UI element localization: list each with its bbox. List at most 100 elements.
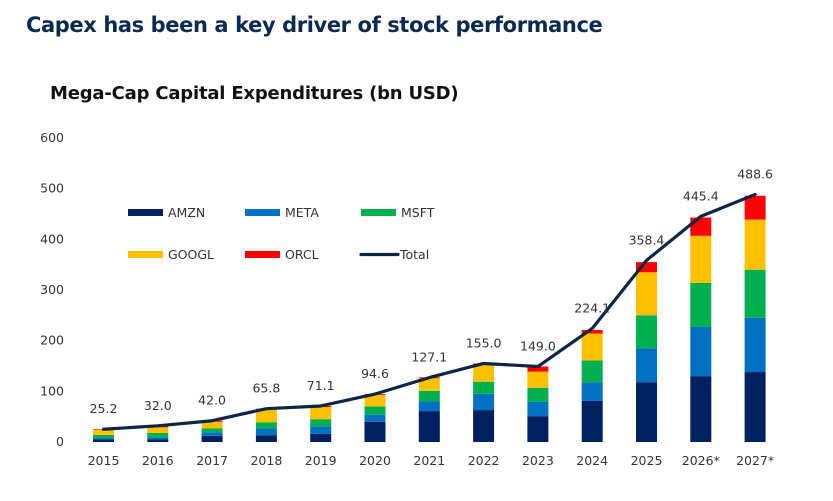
bar-googl-2016 (147, 427, 169, 433)
bar-msft-2023 (527, 387, 549, 402)
legend-item-meta: META (245, 205, 319, 220)
bar-googl-2027 (744, 219, 766, 270)
bar-amzn-2017 (201, 435, 223, 442)
data-label: 71.1 (307, 378, 335, 393)
legend-label: GOOGL (168, 247, 214, 262)
y-tick-label: 0 (56, 434, 64, 449)
bar-meta-2023 (527, 401, 549, 417)
bar-amzn-2024 (581, 400, 603, 442)
legend-item-googl: GOOGL (128, 247, 214, 262)
bar-msft-2019 (310, 419, 332, 427)
chart-title: Mega-Cap Capital Expenditures (bn USD) (50, 83, 459, 104)
bar-meta-2026 (690, 326, 712, 377)
y-tick-label: 600 (40, 130, 64, 145)
bar-amzn-2027 (744, 372, 766, 442)
x-tick-label: 2023 (522, 453, 554, 468)
x-tick-label: 2019 (305, 453, 337, 468)
data-label: 94.6 (361, 366, 389, 381)
x-tick-label: 2025 (631, 453, 663, 468)
legend-swatch (245, 209, 280, 216)
x-axis-ticks: 2015 2016 2017 2018 2019 2020 2021 2022 2023 2024… (88, 453, 775, 468)
bar-msft-2026 (690, 282, 712, 327)
bar-meta-2022 (473, 393, 495, 411)
bar-msft-2027 (744, 269, 766, 318)
x-tick-label: 2026* (682, 453, 720, 468)
y-tick-label: 400 (40, 231, 64, 246)
bar-amzn-2021 (418, 411, 440, 442)
legend-item-amzn: AMZN (128, 205, 205, 220)
legend-swatch (245, 251, 280, 258)
bar-orcl-2025 (636, 262, 657, 273)
bar-msft-2018 (255, 422, 277, 429)
bar-amzn-2018 (255, 435, 277, 442)
x-tick-label: 2027* (736, 453, 774, 468)
y-tick-label: 500 (40, 181, 64, 196)
x-tick-label: 2016 (142, 453, 174, 468)
bar-msft-2022 (473, 381, 495, 394)
bar-meta-2017 (201, 432, 223, 436)
y-tick-label: 300 (40, 282, 64, 297)
data-label: 25.2 (90, 401, 118, 416)
bar-msft-2016 (147, 432, 169, 438)
bar-msft-2025 (636, 315, 657, 349)
legend-swatch (361, 209, 396, 216)
bar-orcl-2027 (744, 195, 766, 220)
y-tick-label: 200 (40, 333, 64, 348)
bar-msft-2024 (581, 360, 603, 383)
x-tick-label: 2020 (359, 453, 391, 468)
data-label: 32.0 (144, 398, 172, 413)
bar-meta-2019 (310, 426, 332, 434)
legend-label: META (285, 205, 319, 220)
stacked-bars (93, 195, 766, 442)
x-tick-label: 2022 (468, 453, 500, 468)
bar-googl-2023 (527, 371, 549, 388)
page-headline: Capex has been a key driver of stock per… (26, 13, 603, 37)
y-tick-label: 100 (40, 383, 64, 398)
legend-item-msft: MSFT (361, 205, 435, 220)
data-label: 65.8 (252, 381, 280, 396)
legend-item-total: Total (359, 247, 429, 262)
legend-label: AMZN (168, 205, 205, 220)
bar-orcl-2024 (581, 330, 603, 334)
bar-googl-2021 (418, 378, 440, 391)
bar-googl-2026 (690, 235, 712, 283)
bar-amzn-2022 (473, 410, 495, 442)
bar-amzn-2015 (93, 439, 114, 442)
data-label: 488.6 (737, 166, 773, 181)
x-tick-label: 2018 (250, 453, 282, 468)
legend-label: Total (399, 247, 429, 262)
bar-msft-2020 (364, 406, 386, 415)
bar-msft-2017 (201, 428, 223, 433)
bar-orcl-2023 (527, 366, 549, 372)
legend: AMZN META MSFT GOOGL ORCL Total (128, 205, 435, 262)
x-tick-label: 2021 (413, 453, 445, 468)
bar-googl-2019 (310, 407, 332, 420)
bar-googl-2018 (255, 409, 277, 423)
bar-googl-2025 (636, 272, 657, 316)
legend-label: ORCL (285, 247, 319, 262)
bar-googl-2017 (201, 421, 223, 429)
bar-meta-2016 (147, 437, 169, 440)
x-tick-label: 2015 (88, 453, 120, 468)
bar-amzn-2026 (690, 376, 712, 442)
data-label: 155.0 (466, 335, 502, 350)
data-label: 149.0 (520, 339, 556, 354)
bar-googl-2022 (473, 364, 495, 382)
bar-msft-2015 (93, 434, 114, 438)
bar-meta-2015 (93, 437, 114, 440)
data-labels: 25.2 32.0 42.0 65.8 71.1 94.6 127.1 155.0 149.0 2… (90, 166, 773, 416)
bar-meta-2027 (744, 317, 766, 373)
bar-googl-2024 (581, 333, 603, 361)
data-label: 445.4 (683, 188, 719, 203)
bar-meta-2025 (636, 348, 657, 383)
data-label: 127.1 (411, 350, 447, 365)
legend-label: MSFT (401, 205, 435, 220)
bar-amzn-2025 (636, 382, 657, 442)
bar-amzn-2020 (364, 421, 386, 442)
data-label: 358.4 (629, 232, 665, 247)
bar-amzn-2023 (527, 416, 549, 442)
legend-swatch (128, 209, 163, 216)
bar-msft-2021 (418, 390, 440, 402)
bar-meta-2021 (418, 401, 440, 412)
